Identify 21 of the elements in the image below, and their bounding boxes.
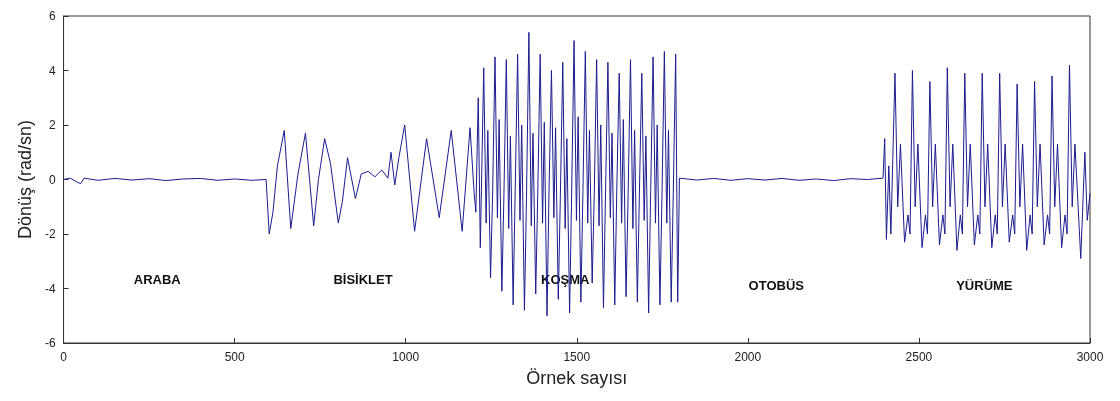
y-tick-label: -6 bbox=[44, 336, 56, 350]
y-tick-label: 2 bbox=[48, 118, 56, 132]
x-tick-label: 1500 bbox=[563, 350, 591, 364]
annotation: ARABA bbox=[133, 272, 182, 287]
y-tick-label: 0 bbox=[48, 172, 56, 187]
y-tick-label: 4 bbox=[48, 63, 56, 78]
y-tick-label: -2 bbox=[44, 227, 56, 241]
x-tick-label: 0 bbox=[60, 350, 68, 364]
x-tick-label: 1000 bbox=[392, 350, 420, 364]
x-tick-label: 2500 bbox=[905, 350, 933, 364]
annotation: BİSİKLET bbox=[333, 272, 393, 287]
x-tick-label: 500 bbox=[224, 350, 245, 364]
annotation: YÜRÜME bbox=[956, 278, 1013, 293]
annotation: OTOBÜS bbox=[748, 278, 805, 293]
x-tick-label: 2000 bbox=[734, 350, 762, 364]
x-tick-label: 3000 bbox=[1076, 350, 1104, 364]
y-axis-title: Dönüş (rad/sn) bbox=[15, 119, 35, 240]
x-axis-title: Örnek sayısı bbox=[526, 368, 628, 388]
y-tick-label: -4 bbox=[44, 281, 56, 296]
line-series bbox=[63, 31, 1091, 317]
y-tick-label: 6 bbox=[48, 9, 56, 23]
